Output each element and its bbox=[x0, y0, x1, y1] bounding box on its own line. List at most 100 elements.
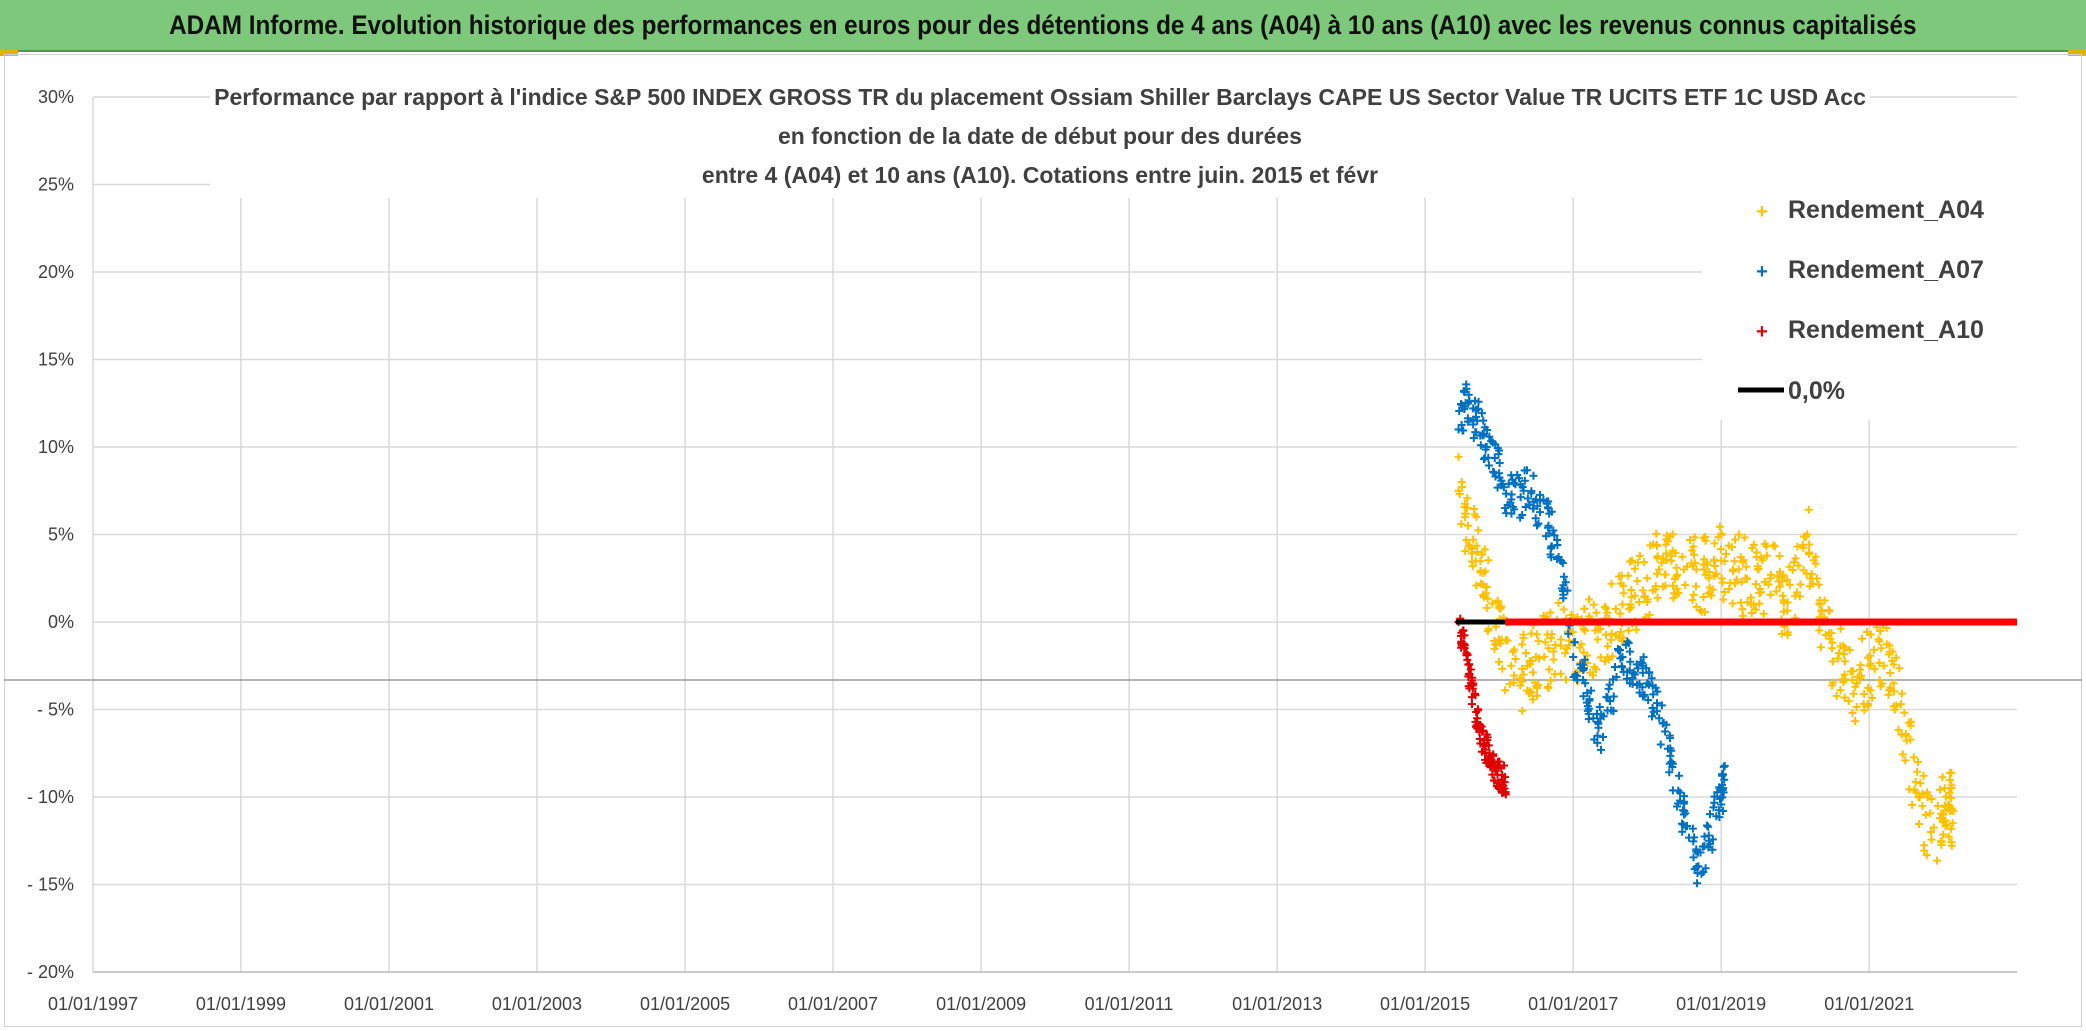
scatter-mark bbox=[1489, 750, 1498, 759]
scatter-mark bbox=[1937, 841, 1946, 850]
scatter-mark bbox=[1700, 832, 1709, 841]
scatter-mark bbox=[1836, 624, 1845, 633]
scatter-mark bbox=[1845, 646, 1854, 655]
scatter-mark bbox=[1523, 494, 1532, 503]
scatter-mark bbox=[1747, 609, 1756, 617]
scatter-mark bbox=[1647, 674, 1656, 683]
scatter-mark bbox=[1638, 683, 1647, 692]
scatter-mark bbox=[1888, 656, 1897, 665]
y-tick-label: 25% bbox=[38, 175, 74, 195]
scatter-mark bbox=[1583, 651, 1592, 660]
scatter-mark bbox=[1705, 583, 1714, 592]
scatter-mark bbox=[1619, 633, 1628, 642]
scatter-mark bbox=[1469, 420, 1478, 429]
scatter-mark bbox=[1770, 542, 1779, 551]
x-tick-label: 01/01/2007 bbox=[788, 994, 878, 1014]
scatter-mark bbox=[1840, 693, 1849, 702]
scatter-mark bbox=[1815, 626, 1824, 635]
scatter-mark bbox=[1483, 733, 1492, 742]
scatter-mark bbox=[1939, 830, 1948, 839]
scatter-mark bbox=[1549, 647, 1558, 656]
scatter-mark bbox=[1529, 471, 1538, 480]
scatter-mark bbox=[1547, 542, 1556, 551]
scatter-mark bbox=[1900, 708, 1909, 717]
scatter-mark bbox=[1638, 586, 1647, 595]
scatter-mark bbox=[1804, 505, 1813, 514]
chart-title-line-3: entre 4 (A04) et 10 ans (A10). Cotations… bbox=[702, 162, 1378, 188]
scatter-mark bbox=[1811, 559, 1820, 568]
scatter-mark bbox=[1534, 680, 1543, 689]
scatter-mark bbox=[1644, 696, 1653, 705]
scatter-mark bbox=[1941, 792, 1950, 801]
scatter-mark bbox=[1828, 657, 1837, 666]
scatter-mark bbox=[1652, 699, 1661, 708]
scatter-mark bbox=[1694, 862, 1703, 871]
scatter-mark bbox=[1484, 556, 1493, 565]
scatter-mark bbox=[1690, 550, 1699, 559]
scatter-mark bbox=[1816, 643, 1825, 652]
scatter-mark bbox=[1738, 605, 1747, 614]
scatter-mark bbox=[1588, 671, 1597, 680]
scatter-mark bbox=[1866, 651, 1875, 660]
scatter-mark bbox=[1832, 691, 1841, 700]
scatter-mark bbox=[1528, 695, 1537, 704]
scatter-mark bbox=[1856, 665, 1865, 674]
scatter-mark bbox=[1766, 570, 1775, 579]
scatter-mark bbox=[1668, 530, 1677, 539]
scatter-mark bbox=[1460, 631, 1469, 640]
data-point bbox=[1618, 653, 1627, 661]
scatter-mark bbox=[1886, 668, 1895, 677]
scatter-mark bbox=[1662, 549, 1671, 558]
scatter-mark bbox=[1544, 497, 1553, 506]
y-tick-label: 10% bbox=[38, 437, 74, 457]
scatter-mark bbox=[1628, 679, 1637, 688]
scatter-mark bbox=[1945, 775, 1954, 784]
scatter-mark bbox=[1633, 558, 1642, 567]
scatter-mark bbox=[1947, 768, 1956, 777]
scatter-mark bbox=[1689, 853, 1698, 862]
scatter-mark bbox=[1605, 680, 1614, 689]
scatter-mark bbox=[1516, 493, 1525, 502]
scatter-mark bbox=[1897, 689, 1906, 698]
scatter-mark bbox=[1906, 735, 1915, 744]
scatter-mark bbox=[1892, 653, 1901, 662]
scatter-mark bbox=[1910, 785, 1919, 794]
chart-title-line-1: Performance par rapport à l'indice S&P 5… bbox=[214, 84, 1866, 110]
data-point bbox=[1889, 679, 1898, 688]
scatter-mark bbox=[1825, 629, 1834, 638]
scatter-mark bbox=[1940, 817, 1949, 826]
scatter-mark bbox=[1701, 536, 1710, 545]
scatter-mark bbox=[1856, 674, 1865, 683]
scatter-mark bbox=[1841, 675, 1850, 684]
scatter-mark bbox=[1528, 668, 1537, 677]
scatter-mark bbox=[1551, 640, 1560, 649]
scatter-mark bbox=[1522, 649, 1531, 658]
scatter-mark bbox=[1936, 785, 1945, 794]
scatter-mark bbox=[1607, 629, 1616, 638]
scatter-mark bbox=[1465, 397, 1474, 406]
scatter-mark bbox=[1796, 580, 1805, 589]
scatter-mark bbox=[1718, 793, 1727, 802]
scatter-mark bbox=[1632, 625, 1641, 634]
scatter-mark bbox=[1545, 509, 1554, 518]
scatter-mark bbox=[1503, 636, 1512, 645]
scatter-mark bbox=[1470, 505, 1479, 514]
scatter-mark bbox=[1482, 603, 1491, 612]
scatter-mark bbox=[1778, 577, 1787, 586]
data-point bbox=[1593, 731, 1602, 740]
scatter-mark bbox=[1690, 833, 1699, 842]
data-point bbox=[1473, 548, 1482, 556]
scatter-mark bbox=[1670, 574, 1679, 583]
scatter-mark bbox=[1499, 781, 1508, 790]
scatter-mark bbox=[1712, 569, 1721, 578]
scatter-mark bbox=[1717, 800, 1726, 809]
data-point bbox=[1482, 443, 1491, 451]
scatter-mark bbox=[1921, 810, 1930, 819]
scatter-mark bbox=[1764, 580, 1773, 589]
scatter-mark bbox=[1720, 588, 1729, 597]
scatter-mark bbox=[1736, 598, 1745, 607]
scatter-mark bbox=[1559, 581, 1568, 590]
x-tick-label: 01/01/2001 bbox=[344, 994, 434, 1014]
scatter-mark bbox=[1666, 734, 1675, 743]
scatter-mark bbox=[1875, 637, 1884, 646]
